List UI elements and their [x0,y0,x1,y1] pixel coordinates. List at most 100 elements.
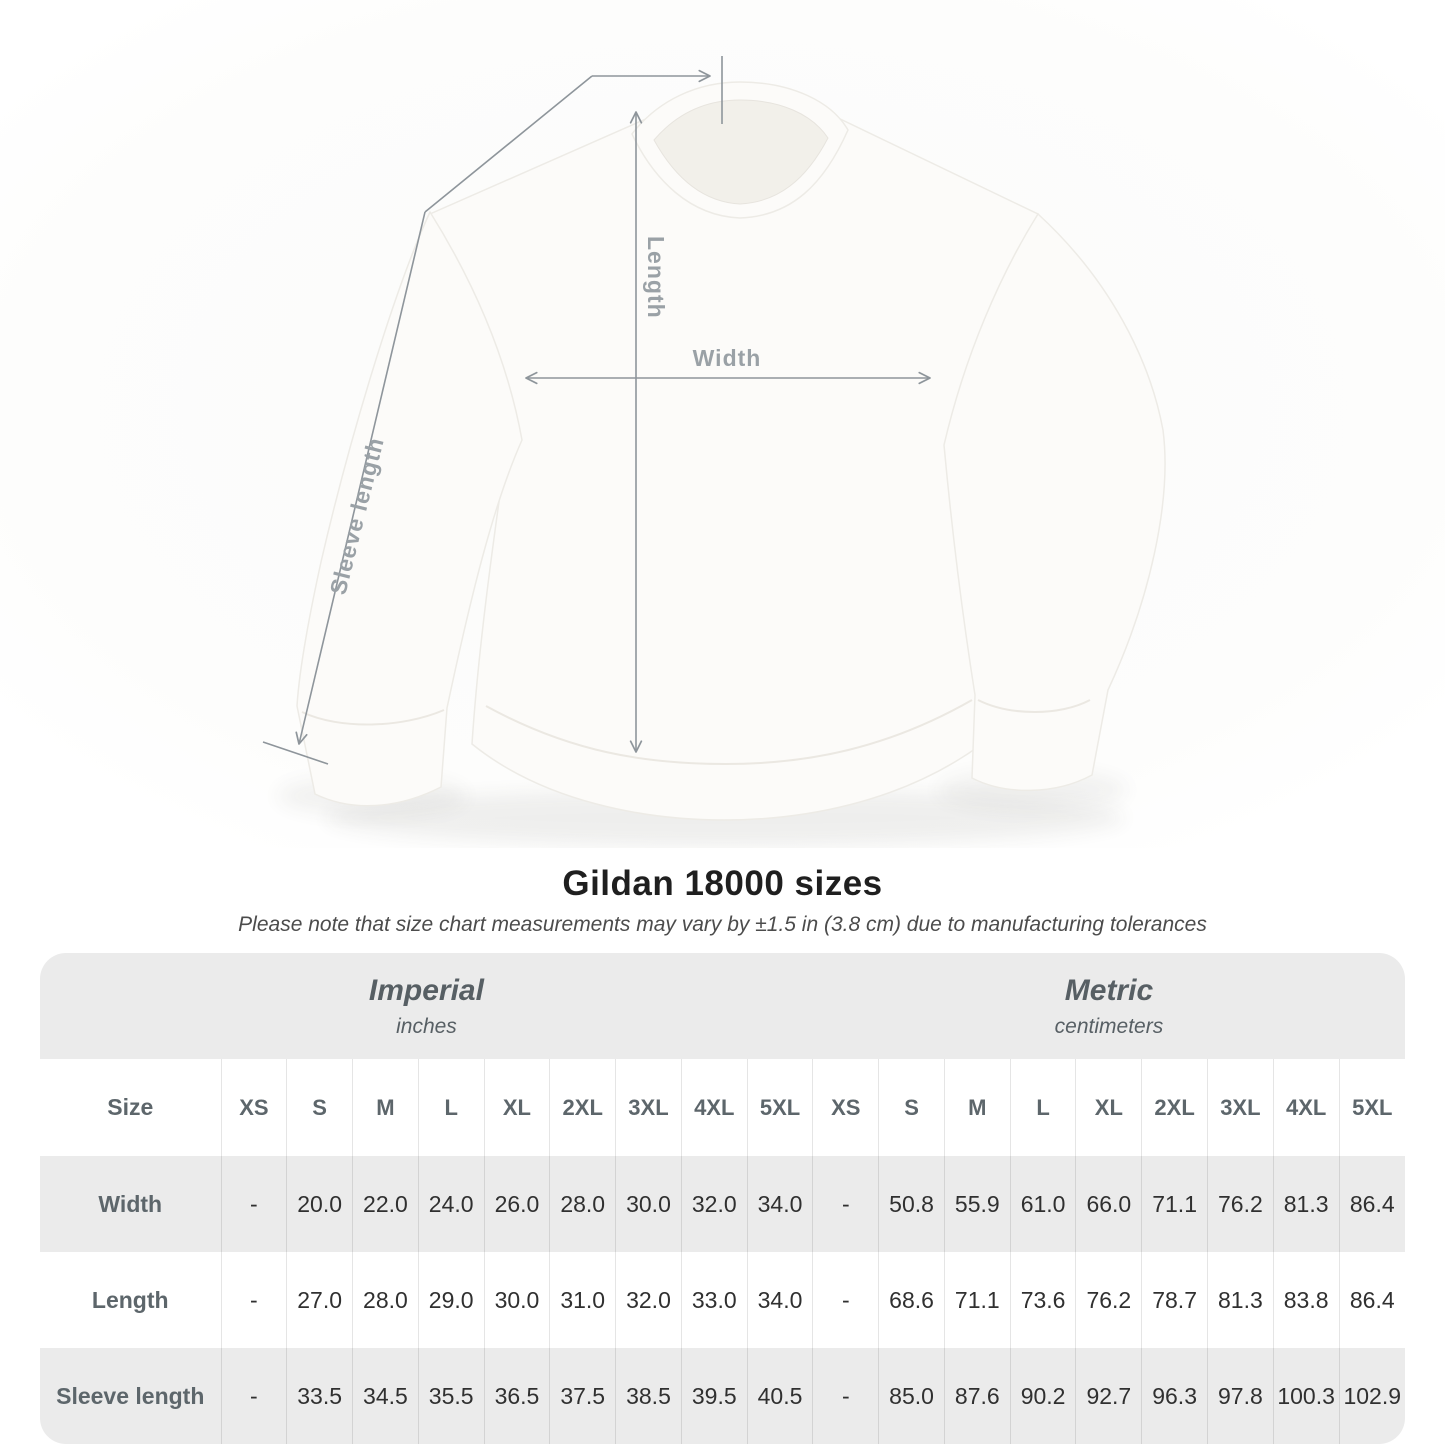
measurement-value-cell: 96.3 [1141,1348,1208,1444]
imperial-group-header: Imperial inches [40,953,813,1059]
size-column-header: 3XL [615,1059,682,1156]
size-table: Imperial inches Metric centimeters Size … [40,953,1405,1444]
measurement-value-cell: 34.0 [746,1156,813,1252]
measurement-value-cell: 29.0 [417,1252,485,1348]
measurement-value-cell: 55.9 [943,1156,1011,1252]
unit-group-band: Imperial inches Metric centimeters [40,953,1405,1059]
measurement-value-cell: 76.2 [1206,1156,1274,1252]
right-cuff-seam [977,699,1091,713]
hem-seam [485,699,973,766]
metric-group-unit: centimeters [1054,1014,1164,1038]
measurement-value-cell: 86.4 [1338,1156,1405,1252]
measurement-value-cell: 30.0 [615,1156,682,1252]
measurement-value-cell: 33.5 [286,1348,353,1444]
measurement-value-cell: 40.5 [746,1348,813,1444]
size-column-header: M [943,1059,1011,1156]
size-column-header: S [878,1059,945,1156]
measurement-row: Sleeve length -33.5 34.5 35.5 36.5 37.5 38.5 39… [40,1348,1405,1444]
measurement-value-cell: 71.1 [1141,1156,1208,1252]
imperial-group-unit: inches [396,1014,457,1038]
measurement-value-cell: 20.0 [286,1156,353,1252]
measurement-value-cell: 33.0 [680,1252,748,1348]
measurement-value-cell: - [220,1252,287,1348]
measurement-row: Length -27.0 28.0 29.0 30.0 31.0 32.0 33.0 34.0-… [40,1252,1405,1348]
imperial-group-name: Imperial [368,973,484,1007]
right-sleeve [943,212,1166,792]
metric-group-name: Metric [1064,973,1154,1007]
left-sleeve [296,210,523,807]
measurement-value-cell: 87.6 [943,1348,1011,1444]
size-column-header: 5XL [1338,1059,1405,1156]
measurement-value-cell: 66.0 [1075,1156,1142,1252]
size-column-header: XL [1075,1059,1142,1156]
size-column-header: XL [483,1059,550,1156]
collar-opening [653,99,829,205]
tolerance-note: Please note that size chart measurements… [238,913,1207,936]
sweatshirt-illustration: Length Width Sleeve length [0,0,1445,848]
size-column-header: S [286,1059,353,1156]
size-column-header: 2XL [549,1059,616,1156]
measurement-value-cell: 81.3 [1206,1252,1274,1348]
measurement-value-cell: 78.7 [1141,1252,1208,1348]
measurement-value-cell: 27.0 [286,1252,353,1348]
size-column-header: 4XL [1272,1059,1340,1156]
measurement-value-cell: 61.0 [1009,1156,1076,1252]
size-column-header: 4XL [680,1059,748,1156]
size-column-header: 3XL [1206,1059,1274,1156]
measurement-value-cell: 34.0 [746,1252,813,1348]
page-title: Gildan 18000 sizes [562,864,883,903]
measurement-value-cell: 90.2 [1009,1348,1076,1444]
measurement-value-cell: 100.3 [1272,1348,1340,1444]
measurement-value-cell: 76.2 [1075,1252,1142,1348]
sweatshirt [296,81,1166,821]
sleeve-length-arrow [295,211,426,745]
measurement-value-cell: 83.8 [1272,1252,1340,1348]
measurement-value-cell: 86.4 [1338,1252,1405,1348]
size-chart-table: Imperial inches Metric centimeters Size … [40,953,1405,1444]
measurement-value-cell: 30.0 [483,1252,550,1348]
measurement-lines [262,56,931,765]
measurement-value-cell: 38.5 [615,1348,682,1444]
size-column-header: XS [220,1059,287,1156]
left-cuff-seam [301,709,445,726]
length-label: Length [643,236,669,319]
size-column-header: L [417,1059,485,1156]
size-header-row: Size XS S M L XL 2XL 3XL 4XL 5XL XS S M L XL 2XL 3XL 4XL… [40,1059,1405,1156]
measurement-value-cell: 34.5 [352,1348,419,1444]
sleeve-length-shoulder-segment [424,75,593,213]
measurement-value-cell: 102.9 [1338,1348,1405,1444]
measurement-value-cell: 36.5 [483,1348,550,1444]
measurement-value-cell: - [220,1156,287,1252]
measurement-value-cell: 31.0 [549,1252,616,1348]
measurement-value-cell: 73.6 [1009,1252,1076,1348]
measurement-value-cell: - [812,1348,879,1444]
size-column-header: 2XL [1141,1059,1208,1156]
measurement-value-cell: 81.3 [1272,1156,1340,1252]
measurement-row: Width -20.0 22.0 24.0 26.0 28.0 30.0 32.0 34.0-5… [40,1156,1405,1252]
width-label: Width [693,345,762,371]
size-column-header: XS [812,1059,879,1156]
measurement-value-cell: 28.0 [352,1252,419,1348]
measurement-value-cell: - [220,1348,287,1444]
size-header: Size [40,1059,221,1156]
measurement-value-cell: 32.0 [680,1156,748,1252]
sleeve-length-end-tick [262,741,329,765]
size-column-header: 5XL [746,1059,813,1156]
size-diagram: Length Width Sleeve length [0,0,1445,848]
measurement-value-cell: 39.5 [680,1348,748,1444]
measurement-value-cell: 97.8 [1206,1348,1274,1444]
measurement-value-cell: 68.6 [878,1252,945,1348]
row-label: Width [40,1156,221,1252]
measurement-value-cell: 37.5 [549,1348,616,1444]
measurement-value-cell: 85.0 [878,1348,945,1444]
measurement-value-cell: 92.7 [1075,1348,1142,1444]
measurement-value-cell: 71.1 [943,1252,1011,1348]
measurement-value-cell: - [812,1252,879,1348]
size-column-header: M [352,1059,419,1156]
measurement-value-cell: 50.8 [878,1156,945,1252]
measurement-value-cell: 22.0 [352,1156,419,1252]
measurement-value-cell: 24.0 [417,1156,485,1252]
measurement-value-cell: 32.0 [615,1252,682,1348]
metric-group-header: Metric centimeters [812,953,1405,1059]
measurement-value-cell: 26.0 [483,1156,550,1252]
